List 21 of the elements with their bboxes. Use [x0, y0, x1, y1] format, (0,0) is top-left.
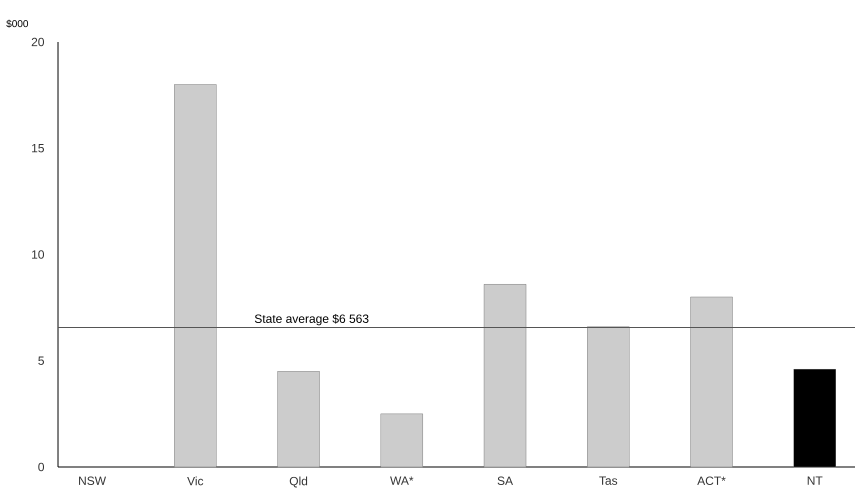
x-tick-label: Vic	[187, 476, 204, 486]
bar	[174, 84, 217, 468]
y-tick-label: 5	[38, 356, 44, 365]
x-tick-label: Tas	[599, 476, 618, 485]
x-tick-label: NSW	[79, 476, 106, 486]
x-tick-label: Qld	[290, 476, 308, 488]
ref-line-label: State average $6 563	[254, 314, 368, 326]
y-tick-label: 0	[38, 462, 44, 472]
bar	[380, 414, 423, 468]
y-axis-title: $000	[6, 20, 28, 28]
bar	[277, 371, 320, 468]
x-tick-label: NT	[808, 476, 822, 485]
y-tick-label: 20	[32, 38, 44, 46]
y-tick-label: 10	[32, 250, 44, 259]
x-tick-label: SA	[498, 476, 514, 486]
bar	[690, 296, 733, 468]
bar	[587, 326, 630, 468]
y-tick-label: 15	[32, 144, 44, 152]
bar	[484, 284, 526, 468]
x-tick-label: ACT*	[697, 476, 726, 486]
x-tick-label: WA*	[390, 476, 414, 485]
